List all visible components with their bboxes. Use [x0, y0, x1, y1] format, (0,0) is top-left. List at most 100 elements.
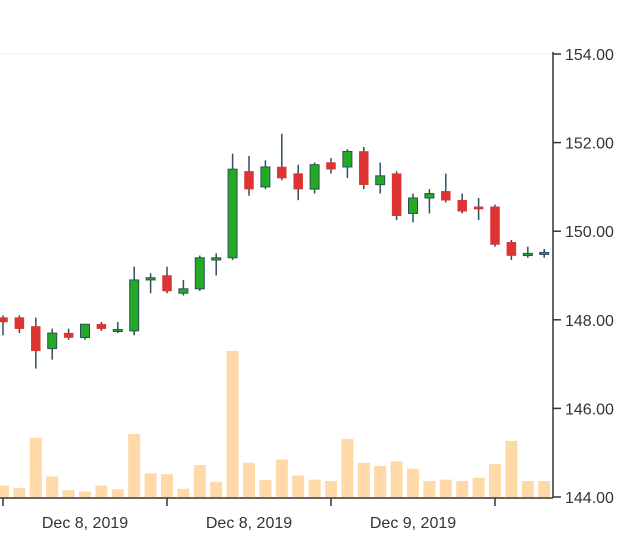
candle	[375, 162, 386, 194]
candle-body-down	[490, 206, 500, 245]
candle-body-up	[342, 150, 353, 168]
volume-bar	[341, 439, 354, 497]
candle	[326, 158, 336, 174]
volume-bar	[128, 434, 141, 497]
candle-body-down	[0, 317, 8, 323]
candle-body-down	[473, 206, 484, 210]
candle-body-up	[424, 193, 435, 199]
candle-body-up	[112, 329, 123, 333]
y-axis: 144.00 146.00 148.00 150.00 152.00 154.00	[552, 47, 614, 507]
volume-bar	[193, 465, 206, 497]
x-axis: Dec 8, 2019 Dec 8, 2019 Dec 9, 2019	[0, 497, 553, 532]
y-tick-label: 150.00	[565, 224, 614, 241]
y-tick-label: 154.00	[565, 47, 614, 64]
volume-bars	[0, 351, 551, 497]
candle	[260, 160, 271, 190]
volume-bar	[243, 462, 255, 497]
candle	[490, 204, 500, 247]
candle-body-up	[211, 257, 222, 261]
volume-bar	[292, 475, 305, 497]
candle	[309, 162, 320, 194]
candle	[244, 155, 254, 196]
volume-bar	[62, 490, 75, 497]
candle	[391, 171, 402, 221]
y-tick-label: 152.00	[565, 136, 614, 153]
candle	[14, 315, 25, 334]
volume-bar	[472, 477, 485, 497]
y-tick-label: 146.00	[565, 401, 614, 418]
volume-bar	[0, 485, 9, 497]
x-tick-label: Dec 9, 2019	[370, 515, 456, 532]
candle	[63, 328, 74, 340]
x-tick-label: Dec 8, 2019	[206, 515, 292, 532]
candle-body-up	[260, 166, 271, 188]
candle	[211, 253, 222, 276]
candle-body-up	[194, 257, 205, 290]
candle-body-down	[277, 166, 287, 179]
candle	[506, 240, 517, 260]
candle-body-down	[244, 171, 254, 190]
volume-bar	[161, 474, 173, 497]
candle-body-up	[375, 175, 386, 186]
volume-bar	[423, 481, 436, 497]
candle-body-down	[457, 199, 467, 212]
candle-body-down	[359, 151, 369, 185]
volume-bar	[46, 476, 59, 497]
candle-body-up	[178, 288, 189, 294]
volume-bar	[29, 437, 42, 497]
candle	[145, 273, 156, 294]
volume-bar	[439, 479, 452, 497]
candle	[47, 328, 58, 360]
volume-bar	[538, 481, 551, 497]
volume-bar	[259, 480, 272, 497]
candle	[424, 189, 435, 214]
volume-bar	[308, 479, 321, 497]
candles	[0, 133, 550, 369]
y-tick-label: 148.00	[565, 313, 614, 330]
candle	[96, 322, 107, 331]
candle	[522, 246, 533, 258]
candle-body-down	[63, 332, 74, 338]
candle-body-down	[441, 191, 451, 201]
candle-body-down	[391, 173, 402, 216]
volume-bar	[374, 465, 387, 497]
candle	[80, 323, 90, 340]
candle-body-up	[145, 277, 156, 281]
candle-body-up	[309, 164, 320, 190]
candle	[112, 322, 123, 334]
candle	[457, 193, 467, 214]
candle-body-up	[539, 251, 550, 255]
x-tick-label: Dec 8, 2019	[42, 515, 128, 532]
candle	[178, 279, 189, 296]
volume-bar	[489, 464, 501, 497]
volume-bar	[390, 461, 403, 497]
volume-bar	[177, 488, 190, 497]
candle-body-down	[326, 162, 336, 170]
candle	[0, 315, 8, 336]
candle-body-up	[522, 252, 533, 257]
volume-bar	[456, 481, 469, 497]
candle-body-down	[506, 242, 517, 256]
candle-body-up	[80, 323, 90, 339]
candle-body-up	[227, 168, 238, 259]
candle	[441, 173, 451, 203]
volume-bar	[275, 459, 288, 497]
candle-body-up	[408, 197, 418, 214]
candle-body-up	[47, 332, 58, 350]
volume-bar	[13, 487, 26, 497]
y-tick-label: 144.00	[565, 490, 614, 507]
candle-body-down	[31, 326, 41, 352]
candle	[293, 164, 303, 201]
candle	[359, 147, 369, 190]
volume-bar	[505, 440, 518, 497]
volume-bar	[521, 481, 534, 497]
volume-bar	[95, 485, 108, 497]
candle	[408, 193, 418, 223]
candle	[473, 197, 484, 221]
volume-bar	[407, 468, 419, 497]
candle	[227, 153, 238, 260]
candle-body-down	[96, 323, 107, 329]
volume-bar	[111, 489, 124, 497]
candle	[342, 149, 353, 179]
